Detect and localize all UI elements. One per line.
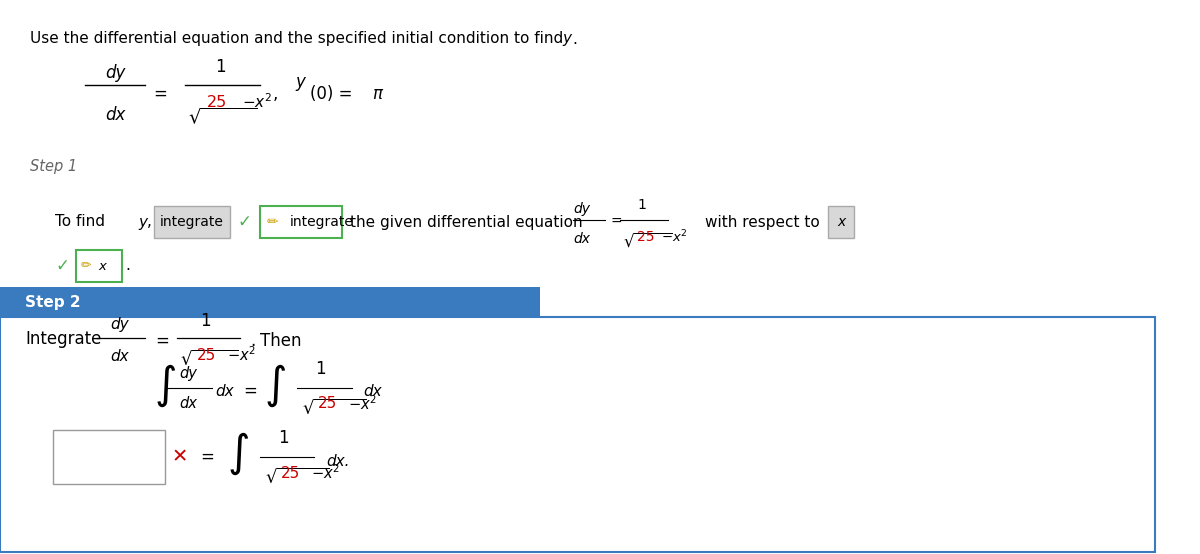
Text: dx: dx [179,396,197,411]
Text: dy: dy [104,64,125,82]
Text: 1: 1 [637,198,647,212]
Text: x: x [98,259,106,273]
Text: $- x^2$: $- x^2$ [242,93,272,111]
Text: ✏: ✏ [266,215,278,229]
FancyBboxPatch shape [154,206,230,238]
Text: $\sqrt{\ \ \ \ \ \ \ \ }$: $\sqrt{\ \ \ \ \ \ \ \ }$ [188,106,258,127]
Text: 25: 25 [197,347,216,362]
Text: 1: 1 [215,58,226,76]
FancyBboxPatch shape [76,250,122,282]
Text: =: = [155,332,169,350]
Text: dy: dy [179,366,197,381]
FancyBboxPatch shape [260,206,342,238]
Text: Integrate: Integrate [25,330,101,348]
Text: $\sqrt{\ \ \ \ \ \ \ \ }$: $\sqrt{\ \ \ \ \ \ \ \ }$ [302,399,367,418]
Text: $\sqrt{\ \ \ \ \ \ \ }$: $\sqrt{\ \ \ \ \ \ \ }$ [180,350,239,370]
Text: Use the differential equation and the specified initial condition to find: Use the differential equation and the sp… [30,32,568,47]
FancyBboxPatch shape [0,317,1154,552]
Text: $\int$: $\int$ [154,363,176,409]
Text: the given differential equation: the given differential equation [350,214,583,229]
Text: $- x^2$: $- x^2$ [348,394,377,413]
Text: 25: 25 [318,397,337,412]
Text: $\sqrt{\ \ \ \ \ \ }$: $\sqrt{\ \ \ \ \ \ }$ [623,232,672,250]
Text: $- x^2$: $- x^2$ [311,464,340,483]
Text: ✓: ✓ [238,213,252,231]
Text: dx.: dx. [326,454,349,469]
Text: with respect to: with respect to [706,214,820,229]
Text: x: x [836,215,845,229]
Text: integrate: integrate [290,215,354,229]
Text: dy: dy [574,202,590,216]
Text: 1: 1 [277,429,288,447]
Text: .: . [125,259,130,274]
FancyBboxPatch shape [53,430,166,484]
Text: ✓: ✓ [55,257,68,275]
FancyBboxPatch shape [828,206,854,238]
Text: Then: Then [260,332,301,350]
Text: (0) =: (0) = [310,85,353,103]
Text: integrate: integrate [160,215,224,229]
Text: ,: , [148,214,152,229]
FancyBboxPatch shape [0,287,540,319]
Text: dy: dy [110,317,130,332]
Text: dx: dx [364,383,382,398]
Text: 25: 25 [281,465,300,480]
Text: .: . [572,32,577,47]
Text: 25: 25 [637,230,654,244]
Text: dx: dx [574,232,590,246]
Text: y: y [562,32,571,47]
Text: ✏: ✏ [82,259,91,273]
Text: $\int$: $\int$ [264,363,286,409]
Text: To find: To find [55,214,110,229]
Text: ,: , [272,85,277,103]
Text: y: y [138,214,148,229]
Text: ✕: ✕ [172,448,188,466]
Text: Step 2: Step 2 [25,295,80,310]
Text: $\pi$: $\pi$ [372,85,384,103]
Text: 1: 1 [314,360,325,378]
Text: Step 1: Step 1 [30,158,77,173]
Text: dx: dx [110,349,130,364]
Text: 1: 1 [199,312,210,330]
Text: y: y [295,73,305,91]
Text: $- x^2$: $- x^2$ [227,346,256,365]
Text: dx: dx [215,383,234,398]
Text: $\sqrt{\ \ \ \ \ \ \ \ }$: $\sqrt{\ \ \ \ \ \ \ \ }$ [265,468,330,488]
Text: =: = [610,215,622,229]
Text: 25: 25 [206,95,227,110]
Text: $\int$: $\int$ [227,431,250,477]
Text: $- x^2$: $- x^2$ [661,229,688,245]
Text: .: . [250,332,256,350]
Text: =: = [154,85,167,103]
Text: =: = [200,448,214,466]
Text: =: = [244,382,257,400]
Text: dx: dx [104,106,125,124]
